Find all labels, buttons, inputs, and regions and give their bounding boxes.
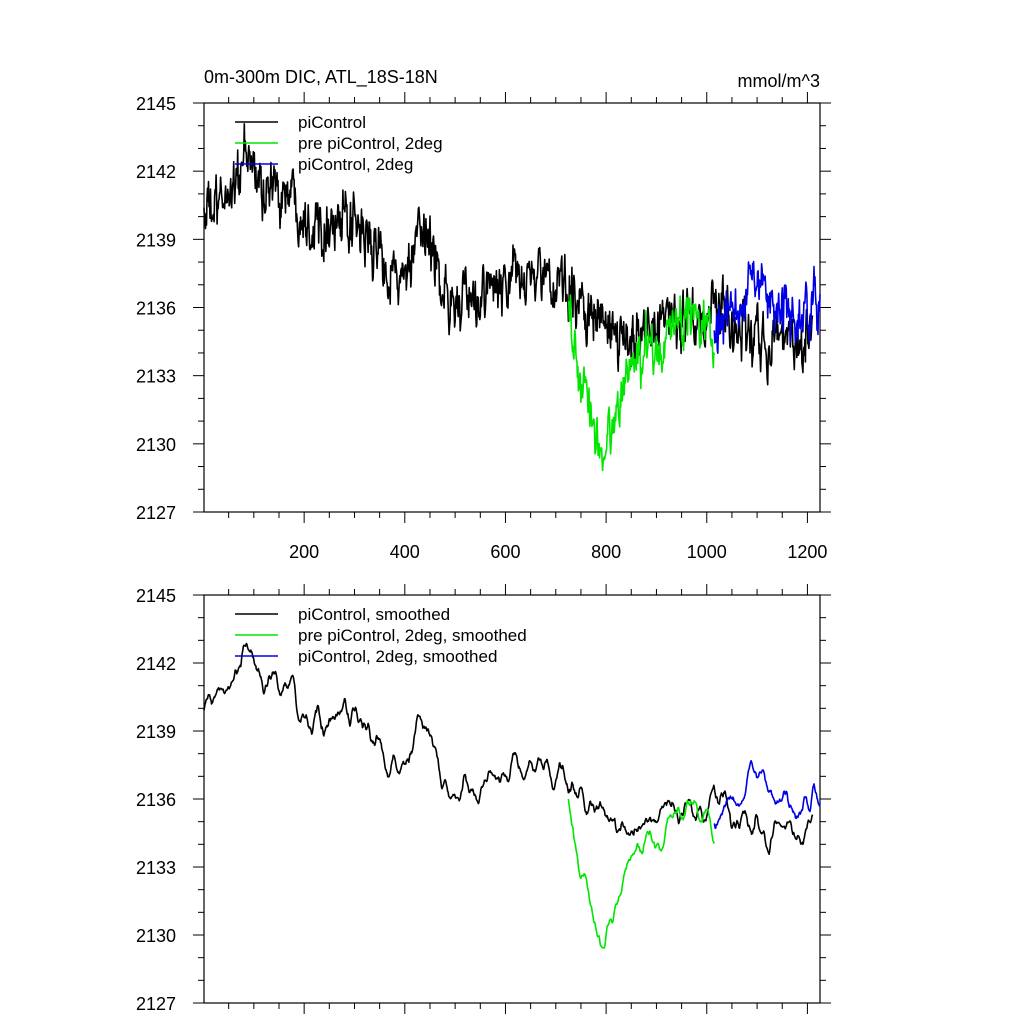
x-tick-label: 1200 — [787, 542, 827, 562]
legend-label: piControl, 2deg, smoothed — [298, 647, 497, 666]
series-line-picontrol-smoothed — [203, 642, 814, 855]
y-tick-label: 2127 — [136, 994, 176, 1014]
bottom-panel: 2127 2130 2133 2136 2139 2142 2145 piControl, s… — [136, 584, 831, 1014]
series-line-picontrol-2deg-smoothed — [713, 760, 821, 830]
y-tick-label: 2145 — [136, 94, 176, 114]
series-line-picontrol-2deg — [713, 260, 821, 354]
x-tick-label: 200 — [289, 542, 319, 562]
legend-label: piControl — [298, 113, 366, 132]
x-tick-label: 1000 — [687, 542, 727, 562]
y-tick-label: 2130 — [136, 435, 176, 455]
legend-label: piControl, smoothed — [298, 605, 450, 624]
y-tick-label: 2139 — [136, 230, 176, 250]
series-line-pre-picontrol-2deg-smoothed — [567, 798, 715, 949]
y-tick-label: 2136 — [136, 299, 176, 319]
x-tick-label: 800 — [591, 542, 621, 562]
x-tick-label: 400 — [390, 542, 420, 562]
legend-label: pre piControl, 2deg, smoothed — [298, 626, 527, 645]
top-panel: 2127 2130 2133 2136 2139 2142 2145 200 400 600 800… — [136, 92, 831, 562]
y-tick-label: 2133 — [136, 367, 176, 387]
chart-title: 0m-300m DIC, ATL_18S-18N — [204, 67, 438, 88]
y-tick-label: 2139 — [136, 722, 176, 742]
series-line-picontrol — [203, 123, 814, 386]
legend-label: pre piControl, 2deg — [298, 134, 443, 153]
chart-units: mmol/m^3 — [738, 71, 820, 91]
y-tick-label: 2130 — [136, 926, 176, 946]
y-tick-label: 2142 — [136, 654, 176, 674]
y-tick-label: 2136 — [136, 790, 176, 810]
y-tick-label: 2145 — [136, 586, 176, 606]
y-tick-label: 2133 — [136, 858, 176, 878]
x-tick-label: 600 — [490, 542, 520, 562]
y-tick-label: 2127 — [136, 503, 176, 523]
y-tick-label: 2142 — [136, 162, 176, 182]
legend-label: piControl, 2deg — [298, 155, 413, 174]
series-line-pre-picontrol-2deg — [567, 294, 716, 472]
